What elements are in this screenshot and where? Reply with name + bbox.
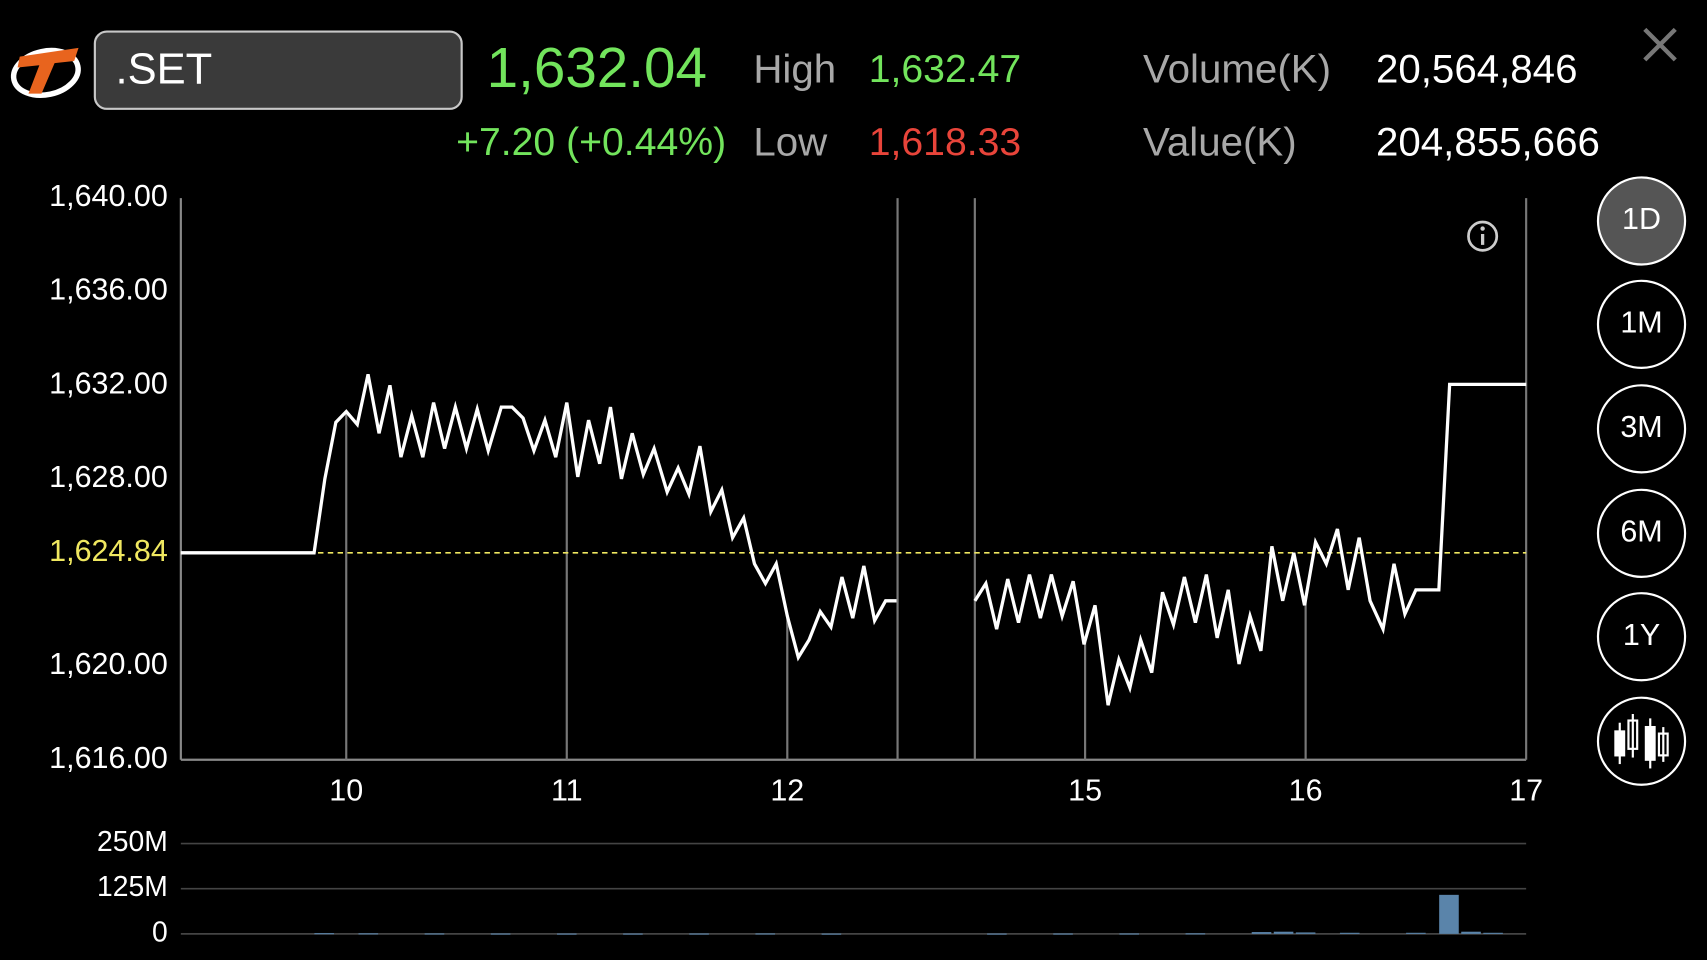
volume-bar [556,933,577,935]
symbol-box[interactable] [93,30,463,110]
high-value: 1,632.47 [869,48,1021,91]
period-circle [1596,176,1687,266]
symbol: .SET [116,45,213,93]
low-value: 1,618.33 [869,121,1021,164]
period-circle [1596,384,1687,474]
info-icon[interactable] [1467,220,1499,252]
volume-bar [821,933,842,935]
period-button[interactable]: 1D [1596,176,1687,266]
volume-bar [424,933,445,935]
volume-bar [1295,932,1316,934]
y-tick-label: 1,632.00 [49,366,168,400]
period-button[interactable]: 1Y [1596,592,1687,682]
price-line [180,373,1527,706]
x-tick-label: 15 [1068,773,1102,807]
volume-bar [1119,933,1140,935]
volume-bar [314,933,334,935]
period-button[interactable]: 6M [1596,488,1687,578]
volume-bar [358,933,379,935]
reference-label: 1,624.84 [49,534,168,568]
volume-bar [1339,932,1360,934]
change: +7.20 (+0.44%) [456,121,726,164]
value-label: Value(K) [1143,119,1297,164]
volume-bar [1406,932,1426,934]
volume-bar [1273,931,1294,934]
close-button[interactable] [1643,27,1677,62]
x-tick-label: 11 [551,773,583,807]
volume-bar [1461,931,1481,934]
y-tick-label: 1,636.00 [49,273,168,307]
volume-bar [689,933,709,935]
volume-bar [1053,933,1073,935]
period-label: 1M [1620,305,1662,339]
app-logo [10,47,81,98]
low-label: Low [753,119,828,164]
x-tick-label: 10 [329,773,363,807]
volume-bar [1483,932,1503,934]
volume-bar [987,933,1007,935]
volume-bar [1185,933,1206,935]
period-button[interactable]: 3M [1596,384,1687,474]
volume-bar [1439,894,1459,934]
y-tick-label: 0 [152,915,168,947]
volume-label: Volume(K) [1143,46,1331,91]
y-tick-label: 1,616.00 [49,741,168,775]
y-tick-label: 1,628.00 [49,460,168,494]
volume-bar [755,933,776,935]
period-label: 1Y [1623,618,1660,652]
period-circle [1596,279,1687,369]
period-button[interactable]: 1M [1596,279,1687,369]
period-label: 3M [1620,410,1662,444]
x-tick-label: 12 [770,773,804,807]
volume-bar [623,933,643,935]
volume-bar [1251,932,1272,934]
x-tick-label: 17 [1509,773,1543,807]
period-circle [1596,592,1687,682]
y-tick-label: 125M [97,870,168,902]
volume-value: 20,564,846 [1376,46,1578,91]
last-price: 1,632.04 [487,36,707,99]
candlestick-button[interactable] [1596,696,1687,786]
volume-bar [490,933,511,935]
y-tick-label: 250M [97,825,168,857]
y-tick-label: 1,640.00 [49,179,168,213]
period-label: 6M [1620,514,1662,548]
y-tick-label: 1,620.00 [49,647,168,681]
high-label: High [753,46,836,91]
period-circle [1596,488,1687,578]
x-tick-label: 16 [1289,773,1323,807]
value-value: 204,855,666 [1376,119,1600,164]
period-label: 1D [1622,202,1661,236]
